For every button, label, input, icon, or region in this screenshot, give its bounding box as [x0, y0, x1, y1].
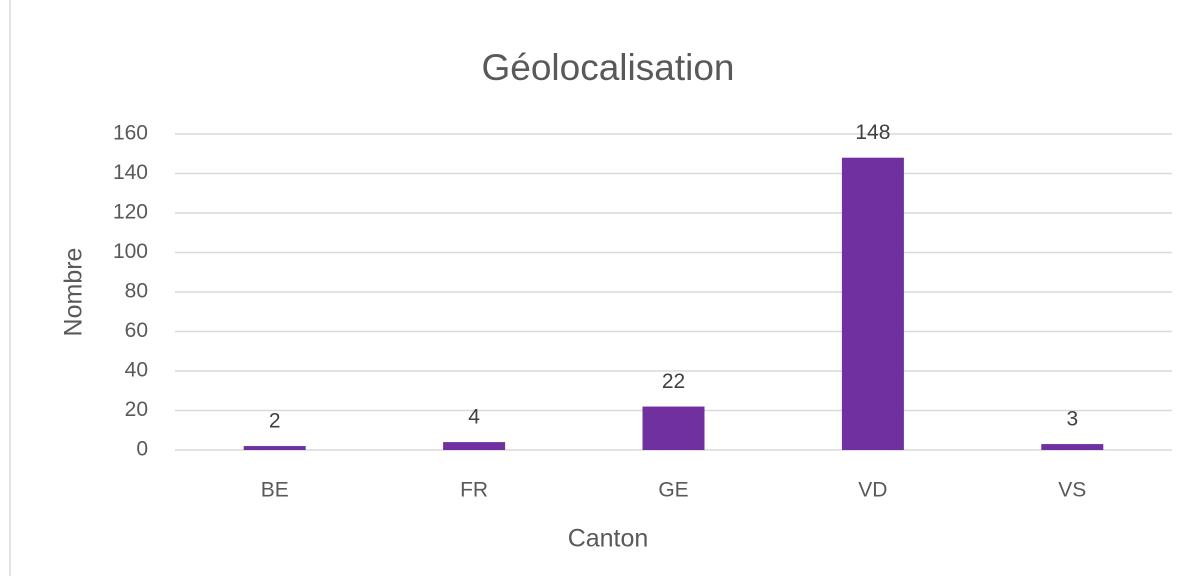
y-tick-label: 20 — [125, 398, 148, 421]
bar — [443, 442, 506, 450]
x-axis-label: Canton — [568, 525, 649, 553]
bar — [1041, 444, 1104, 450]
x-tick-label: VD — [858, 479, 887, 502]
y-tick-label: 80 — [125, 280, 148, 303]
y-tick-label: 60 — [125, 319, 148, 342]
data-label: 22 — [662, 370, 685, 393]
data-label: 3 — [1066, 408, 1078, 431]
y-tick-label: 40 — [125, 359, 148, 382]
bar — [243, 446, 306, 450]
y-tick-label: 160 — [113, 122, 148, 145]
y-tick-label: 140 — [113, 161, 148, 184]
x-tick-label: FR — [460, 479, 488, 502]
data-label: 148 — [855, 121, 890, 144]
y-axis-label: Nombre — [60, 248, 88, 337]
x-tick-label: BE — [261, 479, 289, 502]
y-tick-label: 100 — [113, 240, 148, 263]
bar — [841, 157, 904, 450]
data-label: 2 — [269, 410, 281, 433]
y-tick-label: 120 — [113, 201, 148, 224]
y-tick-label: 0 — [136, 438, 148, 461]
x-tick-label: VS — [1058, 479, 1086, 502]
data-label: 4 — [468, 406, 480, 429]
chart-title: Géolocalisation — [482, 47, 735, 88]
x-tick-label: GE — [658, 479, 688, 502]
bar — [642, 406, 705, 450]
